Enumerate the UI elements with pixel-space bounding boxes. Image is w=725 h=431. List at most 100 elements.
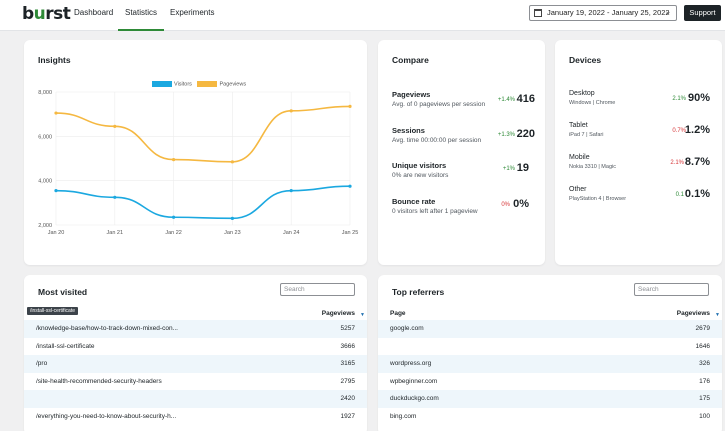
table-row[interactable]: bing.com 100 <box>378 408 722 426</box>
sort-down-icon[interactable]: ▼ <box>360 312 365 318</box>
table-row[interactable]: 2420 <box>24 390 367 408</box>
data-point-visitors <box>289 189 293 193</box>
row-value: 2679 <box>695 325 710 332</box>
metric-name: Pageviews <box>392 90 431 99</box>
nav-dashboard[interactable]: Dashboard <box>74 8 114 17</box>
y-tick-label: 6,000 <box>38 134 52 140</box>
row-value: 1646 <box>695 342 710 350</box>
data-point-visitors <box>348 184 352 188</box>
row-label: wpbeginner.com <box>390 377 438 385</box>
table-row[interactable]: /site-health-recommended-security-header… <box>24 373 367 391</box>
data-point-visitors <box>172 215 176 219</box>
device-value: 90% <box>687 92 710 104</box>
x-tick-label: Jan 24 <box>283 230 300 236</box>
chart-legend: Visitors Pageviews <box>152 81 246 87</box>
nav-experiments[interactable]: Experiments <box>170 8 215 17</box>
devices-title: Devices <box>569 55 602 65</box>
row-tooltip: /install-ssl-certificate <box>27 307 79 315</box>
compare-card: Compare Pageviews Avg. of 0 pageviews pe… <box>378 40 545 265</box>
data-point-pageviews <box>348 104 352 109</box>
row-value: 1927 <box>340 412 355 420</box>
data-point-visitors <box>230 216 234 220</box>
burst-logo[interactable]: burst <box>22 4 71 24</box>
x-tick-label: Jan 25 <box>342 230 359 236</box>
y-tick-label: 8,000 <box>38 90 52 96</box>
table-row[interactable]: /everything-you-need-to-know-about-secur… <box>24 408 367 426</box>
row-label: /install-ssl-certificate <box>36 342 95 350</box>
insights-card: Insights Visitors Pageviews 8,000 6,000 4,… <box>24 40 367 265</box>
device-change: 2.1% <box>670 160 684 166</box>
legend-swatch-visitors <box>152 81 172 87</box>
table-row[interactable]: wordpress.org 326 <box>378 355 722 373</box>
top-referrers-title: Top referrers <box>392 287 445 297</box>
date-range-picker[interactable]: January 19, 2022 - January 25, 2022 ⌄ <box>529 5 677 21</box>
table-row[interactable]: /pro 3165 <box>24 355 367 373</box>
most-visited-search-input[interactable]: Search <box>280 283 355 296</box>
column-header-pageviews[interactable]: Pageviews <box>321 310 355 317</box>
data-point-pageviews <box>54 111 58 115</box>
device-value: 0.1% <box>684 188 710 200</box>
metric-change: 0% <box>501 202 510 208</box>
metric-sub: Avg. of 0 pageviews per session <box>392 101 486 108</box>
sort-down-icon[interactable]: ▼ <box>715 312 720 318</box>
row-value: 3165 <box>340 360 355 367</box>
data-point-pageviews <box>289 109 293 113</box>
compare-title: Compare <box>392 55 429 65</box>
device-change: 2.1% <box>672 96 686 102</box>
top-referrers-card: Top referrers Search Page Pageviews ▼ go… <box>378 275 722 431</box>
row-value: 176 <box>699 377 710 385</box>
table-row[interactable]: /knowledge-base/how-to-track-down-mixed-… <box>24 320 367 338</box>
most-visited-title: Most visited <box>38 287 88 297</box>
metric-change: +1.4% <box>497 97 515 103</box>
metric-name: Sessions <box>392 126 425 135</box>
device-sub: iPad 7 | Safari <box>569 132 604 138</box>
metric-bounce-rate: Bounce rate 0 visitors left after 1 page… <box>392 197 532 215</box>
x-tick-label: Jan 21 <box>107 230 124 236</box>
metric-change: +1% <box>502 166 515 172</box>
device-name: Tablet <box>569 122 588 129</box>
insights-title: Insights <box>38 55 71 65</box>
device-sub: PlayStation 4 | Browser <box>569 196 627 202</box>
metric-name: Unique visitors <box>392 161 447 170</box>
top-referrers-search-input[interactable]: Search <box>634 283 709 296</box>
data-point-visitors <box>113 195 117 199</box>
metric-sub: 0% are new visitors <box>392 172 449 179</box>
data-point-pageviews <box>230 160 234 164</box>
support-button[interactable]: Support <box>684 5 721 21</box>
nav-statistics[interactable]: Statistics <box>118 8 165 31</box>
row-value: 175 <box>699 395 710 402</box>
row-label: /pro <box>36 360 48 367</box>
table-row[interactable]: duckduckgo.com 175 <box>378 390 722 408</box>
table-row[interactable]: 1646 <box>378 338 722 356</box>
row-value: 2420 <box>340 395 355 402</box>
metric-value: 220 <box>516 128 535 140</box>
column-header-page[interactable]: Page <box>390 310 406 317</box>
device-sub: Windows | Chrome <box>569 100 616 106</box>
row-label: /site-health-recommended-security-header… <box>36 377 162 385</box>
table-row[interactable]: wpbeginner.com 176 <box>378 373 722 391</box>
data-point-pageviews <box>172 158 176 162</box>
table-row[interactable]: google.com 2679 <box>378 320 722 338</box>
most-visited-card: Most visited Search /install-ssl-certifi… <box>24 275 367 431</box>
metric-sub: Avg. time 00:00:00 per session <box>392 137 482 144</box>
row-value: 5257 <box>340 325 355 332</box>
column-header-pageviews[interactable]: Pageviews <box>676 310 710 317</box>
metric-sessions: Sessions Avg. time 00:00:00 per session <box>392 126 532 144</box>
calendar-icon <box>534 9 542 17</box>
row-value: 100 <box>699 412 710 420</box>
y-tick-label: 2,000 <box>38 223 52 229</box>
device-change: 0.7% <box>672 128 686 134</box>
metric-value: 0% <box>513 198 529 210</box>
device-value: 1.2% <box>684 124 710 136</box>
device-change: 0.1 <box>675 192 684 198</box>
metric-name: Bounce rate <box>392 197 436 206</box>
metric-value: 416 <box>516 93 535 105</box>
table-row[interactable]: /install-ssl-certificate 3666 <box>24 338 367 356</box>
legend-swatch-pageviews <box>197 81 218 87</box>
metric-pageviews: Pageviews Avg. of 0 pageviews per sessio… <box>392 90 532 108</box>
date-range-label: January 19, 2022 - January 25, 2022 <box>547 8 670 17</box>
device-sub: Nokia 3310 | Magic <box>569 164 616 170</box>
row-label: wordpress.org <box>390 360 432 367</box>
top-bar: burst Dashboard Statistics Experiments J… <box>0 0 725 31</box>
data-point-pageviews <box>113 124 117 128</box>
